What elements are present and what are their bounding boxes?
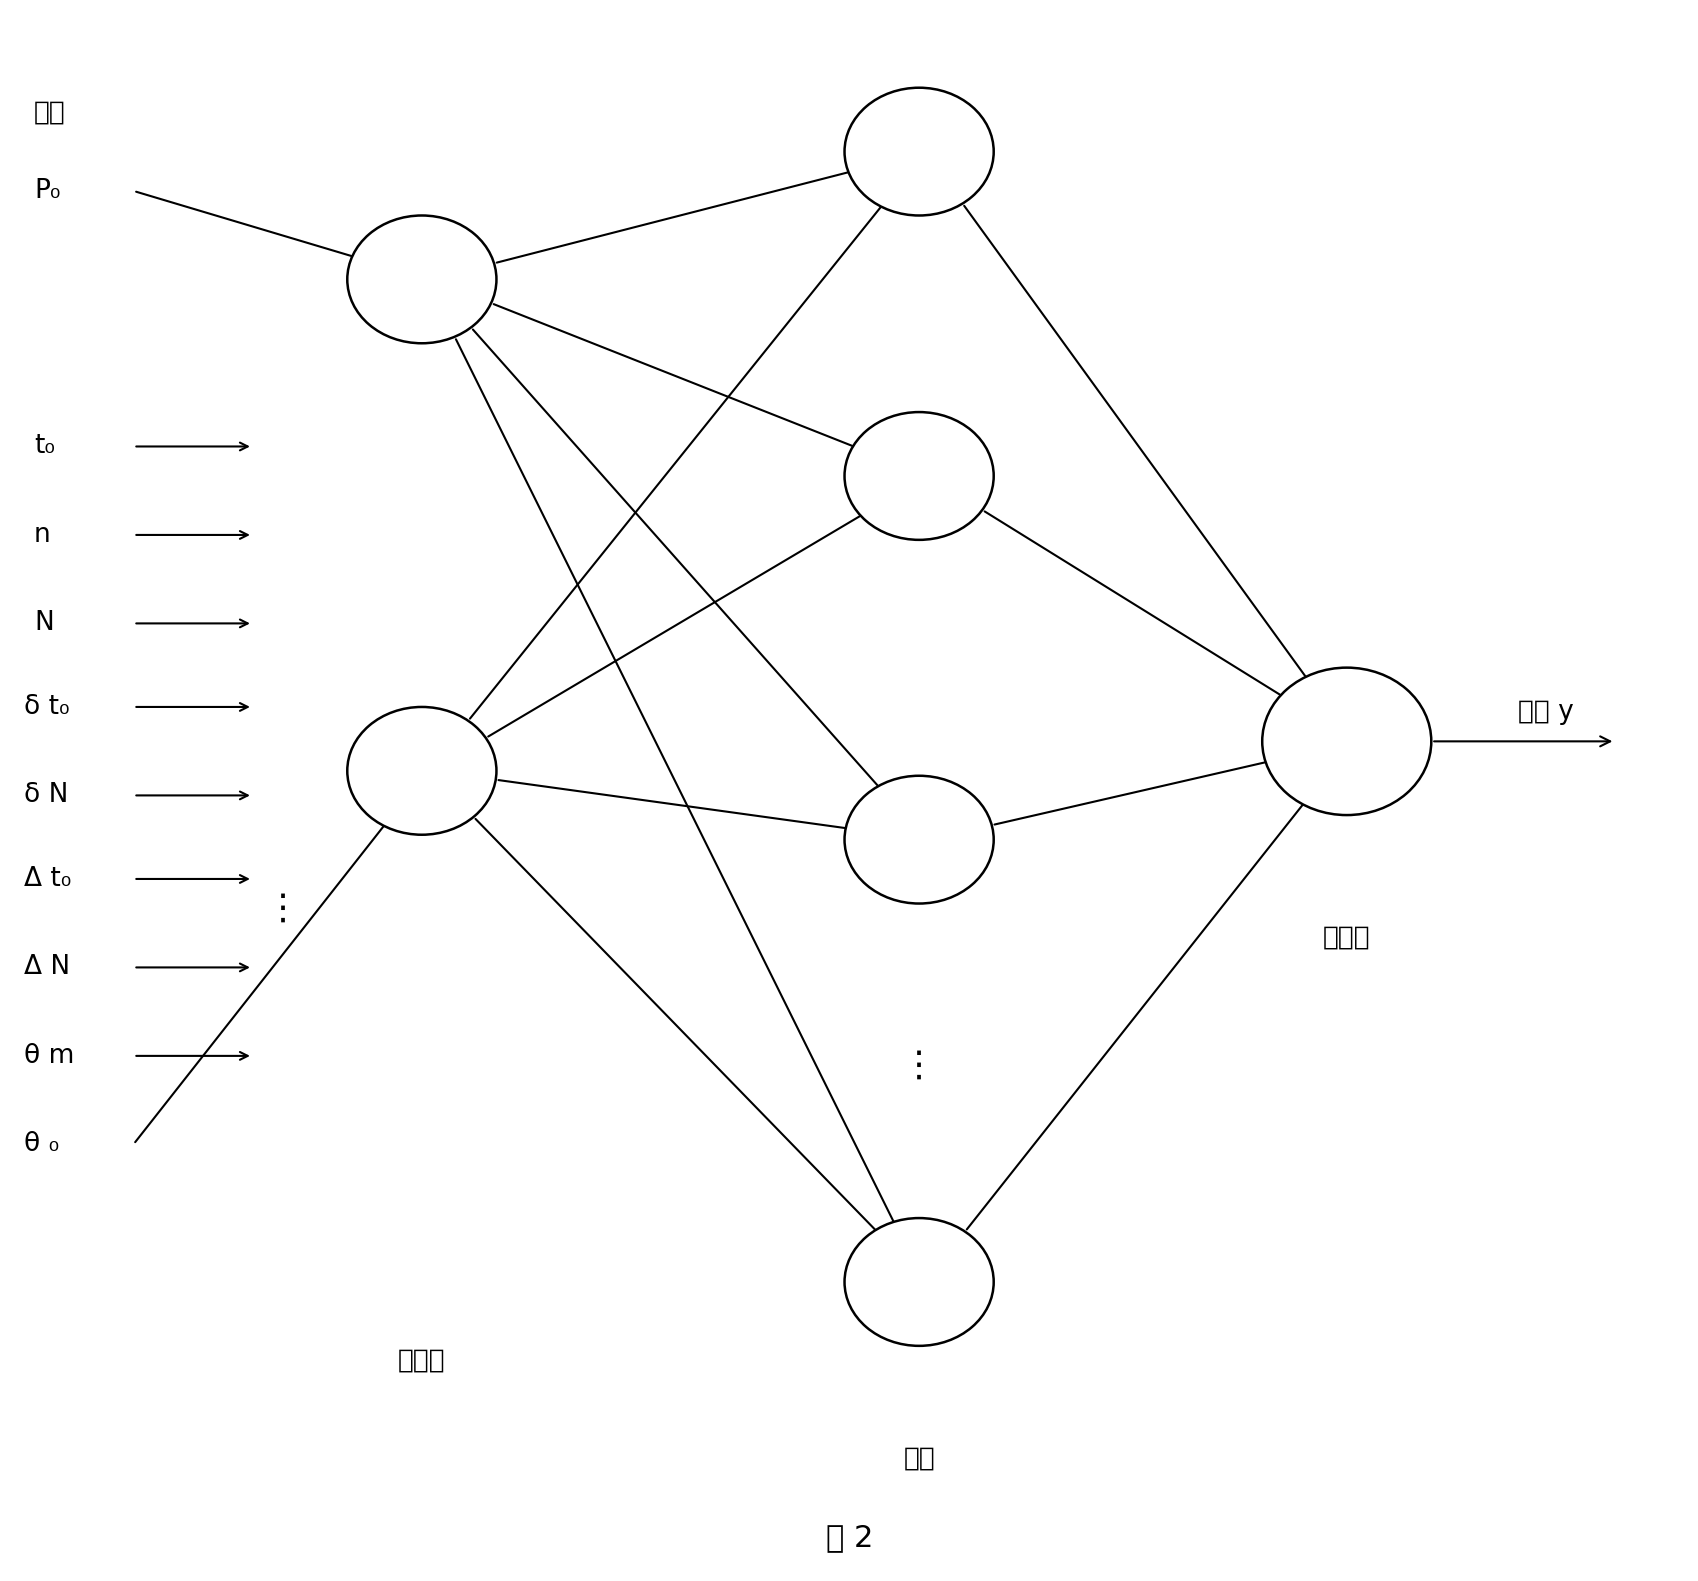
Ellipse shape <box>346 215 496 343</box>
Text: 输出 y: 输出 y <box>1516 699 1572 724</box>
Text: ⋮: ⋮ <box>900 1048 937 1083</box>
Ellipse shape <box>1262 667 1430 816</box>
Text: n: n <box>34 522 51 549</box>
Text: ⋮: ⋮ <box>265 892 301 925</box>
Text: 隐层: 隐层 <box>903 1447 934 1472</box>
Ellipse shape <box>844 776 993 903</box>
Ellipse shape <box>844 1217 993 1345</box>
Text: δ N: δ N <box>24 783 68 808</box>
Text: Δ t₀: Δ t₀ <box>24 866 71 892</box>
Text: δ t₀: δ t₀ <box>24 694 70 719</box>
Ellipse shape <box>844 413 993 539</box>
Ellipse shape <box>844 87 993 215</box>
Ellipse shape <box>346 707 496 835</box>
Text: N: N <box>34 610 54 637</box>
Text: θ m: θ m <box>24 1043 75 1069</box>
Text: 输出层: 输出层 <box>1323 925 1370 950</box>
Text: 图 2: 图 2 <box>825 1523 873 1553</box>
Text: θ ₀: θ ₀ <box>24 1132 59 1157</box>
Text: t₀: t₀ <box>34 433 54 460</box>
Text: 输入层: 输入层 <box>397 1347 445 1374</box>
Text: Δ N: Δ N <box>24 955 70 980</box>
Text: 输入: 输入 <box>34 100 66 125</box>
Text: P₀: P₀ <box>34 179 61 204</box>
